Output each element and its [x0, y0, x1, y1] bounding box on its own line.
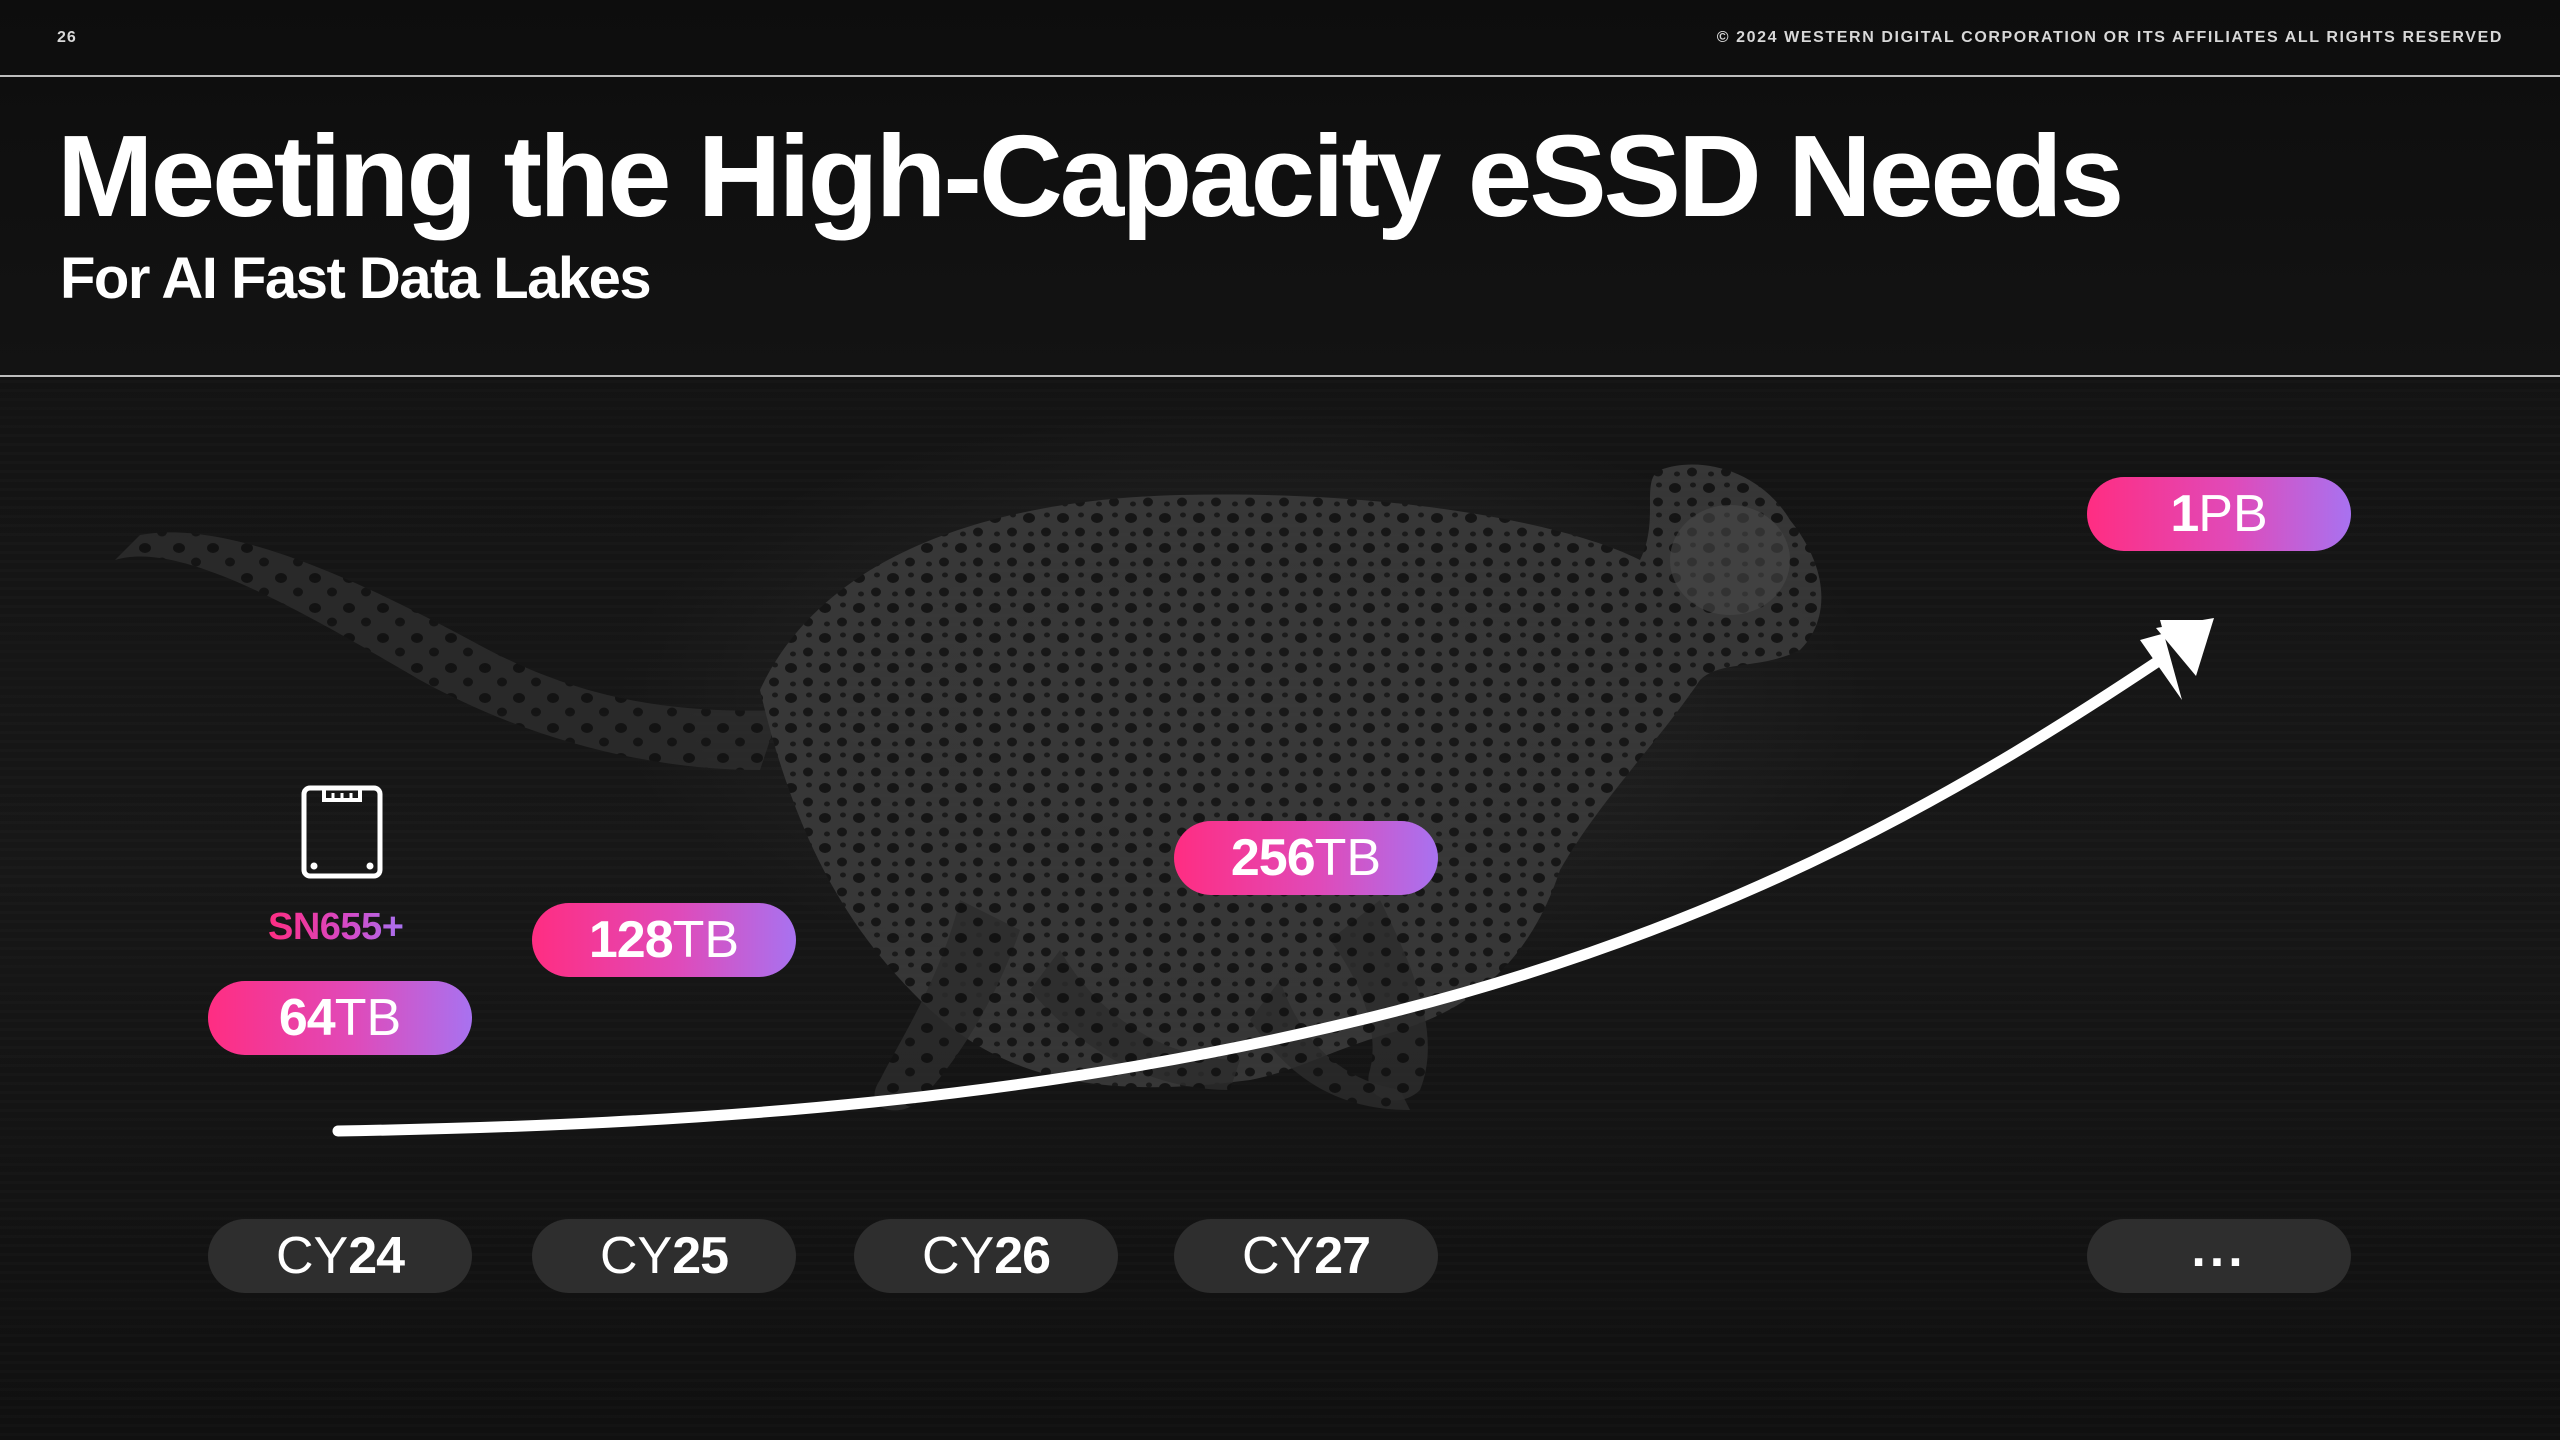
year-prefix: CY — [1241, 1227, 1315, 1285]
more-ellipsis: ... — [2191, 1220, 2247, 1278]
capacity-unit: PB — [2198, 485, 2268, 543]
year-value: 24 — [348, 1227, 405, 1285]
capacity-unit: TB — [672, 911, 740, 969]
capacity-unit: TB — [1314, 829, 1382, 887]
capacity-value: 128 — [588, 911, 674, 969]
year-value: 25 — [672, 1227, 729, 1285]
product-label: SN655+ — [268, 906, 404, 948]
ssd-drive-icon — [301, 785, 383, 879]
page-subtitle: For AI Fast Data Lakes — [60, 246, 652, 311]
copyright-notice: © 2024 WESTERN DIGITAL CORPORATION OR IT… — [1716, 29, 2503, 46]
year-value: 26 — [994, 1227, 1051, 1285]
year-prefix: CY — [599, 1227, 673, 1285]
year-prefix: CY — [275, 1227, 349, 1285]
capacity-value: 64 — [278, 989, 336, 1047]
capacity-value: 256 — [1230, 829, 1316, 887]
capacity-pill-256tb: 256 TB — [1174, 821, 1438, 895]
top-divider — [0, 75, 2560, 77]
arrow-head — [2156, 618, 2214, 676]
page-title: Meeting the High-Capacity eSSD Needs — [57, 111, 2124, 241]
year-pill-cy24: CY 24 — [208, 1219, 472, 1293]
year-pill-cy27: CY 27 — [1174, 1219, 1438, 1293]
year-value: 27 — [1314, 1227, 1371, 1285]
title-divider — [0, 375, 2560, 377]
year-pill-more: ... — [2087, 1219, 2351, 1293]
year-pill-cy26: CY 26 — [854, 1219, 1118, 1293]
capacity-pill-1pb: 1 PB — [2087, 477, 2351, 551]
page-number: 26 — [57, 29, 77, 46]
capacity-value: 1 — [2170, 485, 2199, 543]
capacity-pill-128tb: 128 TB — [532, 903, 796, 977]
capacity-pill-64tb: 64 TB — [208, 981, 472, 1055]
year-prefix: CY — [921, 1227, 995, 1285]
capacity-unit: TB — [334, 989, 402, 1047]
year-pill-cy25: CY 25 — [532, 1219, 796, 1293]
